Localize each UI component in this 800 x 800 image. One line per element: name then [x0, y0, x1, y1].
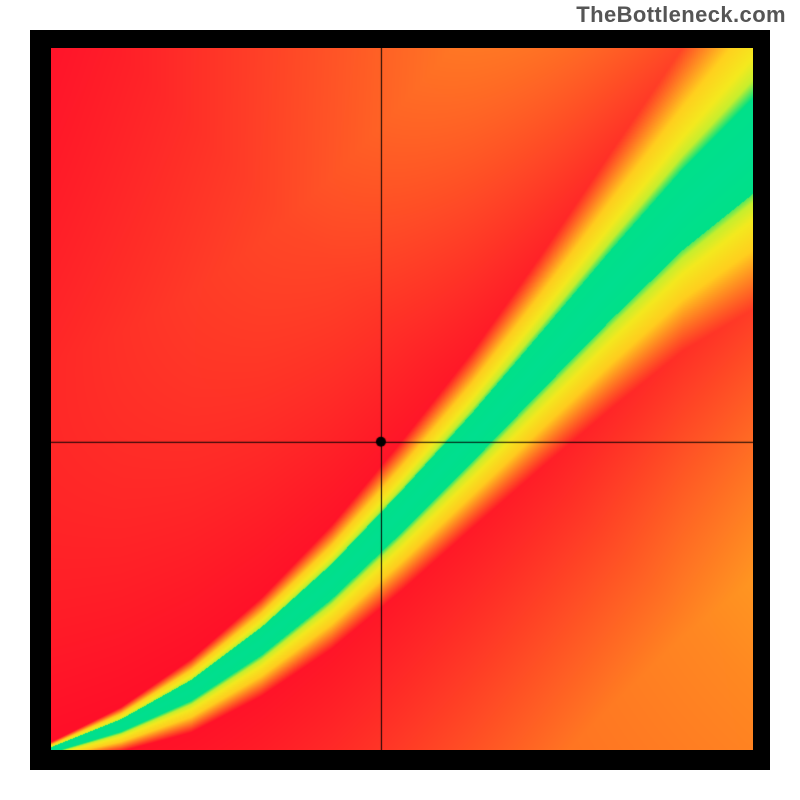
heatmap-canvas: [51, 48, 753, 750]
watermark-text: TheBottleneck.com: [576, 2, 786, 28]
plot-frame: [30, 30, 770, 770]
chart-container: TheBottleneck.com: [0, 0, 800, 800]
